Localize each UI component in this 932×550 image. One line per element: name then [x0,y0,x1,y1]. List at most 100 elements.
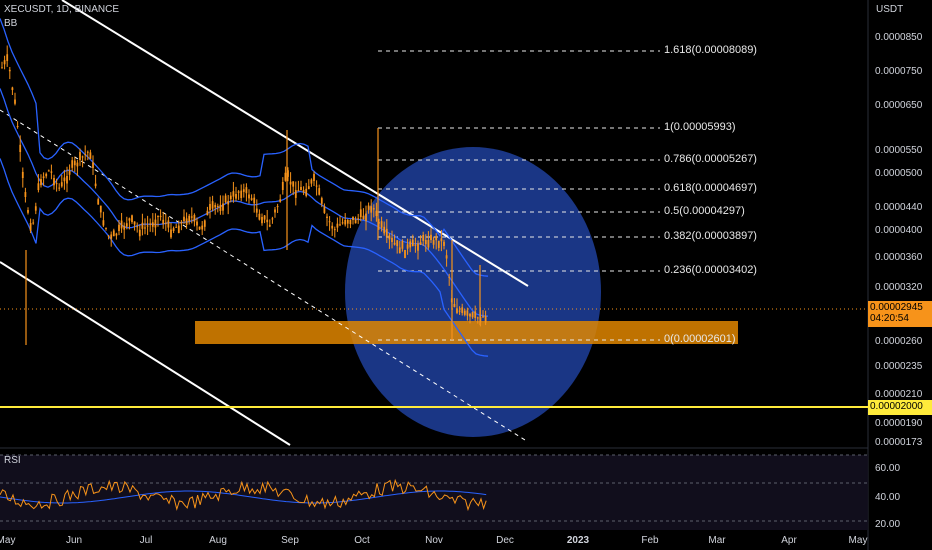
candle-body [463,310,466,315]
candle-body [66,176,68,184]
candle-body [214,204,217,208]
time-tick: Oct [354,535,370,546]
candle-body [318,188,321,195]
candle-body [333,229,336,231]
price-tick: 0.0000500 [875,168,923,179]
candle-body [336,223,339,228]
price-tick: 0.0000750 [875,66,923,77]
candle-body [97,199,100,205]
time-tick: Jun [65,535,83,546]
candle-body [89,152,92,159]
price-tick: 0.0000260 [875,336,923,347]
candle-body [385,228,388,237]
candle-body [393,242,396,245]
candle-body [154,219,157,228]
price-tick: 0.0000235 [875,361,923,372]
candle-body [19,144,22,152]
candle-body [253,197,256,204]
candle-body [391,237,393,242]
time-tick: Sep [281,535,299,546]
candle-body [289,181,292,185]
candle-body [258,213,261,220]
candle-body [294,190,297,198]
candle-body [248,194,250,199]
fib-label-05: 0.5(0.00004297) [664,205,745,217]
candle-body [185,218,188,225]
candle-body [131,215,133,222]
candle-body [42,176,45,179]
candle-body [274,209,276,213]
candle-body [292,181,295,187]
candle-body [232,191,235,197]
candle-body [144,227,146,229]
candle-body [300,186,302,190]
candle-body [437,240,440,248]
candle-body [170,229,172,238]
candle-body [123,225,126,230]
candle-body [86,151,89,153]
candle-body [1,67,3,69]
candle-body [372,208,375,210]
price-tick: 0.0000850 [875,32,923,43]
candle-body [414,244,417,246]
candle-body [203,220,206,227]
time-tick: Nov [425,535,443,546]
price-tick: 0.0000173 [875,437,923,448]
countdown-timer: 04:20:54 [870,313,909,324]
candle-body [240,190,243,198]
fib-label-0236: 0.236(0.00003402) [664,264,757,276]
candle-body [222,203,224,211]
candle-body [409,241,412,248]
candle-body [164,222,167,224]
candle-body [310,179,313,184]
rsi-indicator [0,478,487,512]
candle-body [375,210,378,216]
current-price-tag: 0.00002945 04:20:54 [868,301,932,327]
fib-label-0786: 0.786(0.00005267) [664,153,757,165]
candle-body [378,222,380,224]
candle-body [157,216,159,218]
candle-body [190,216,193,218]
candle-body [167,220,170,228]
price-tick: 0.0000360 [875,252,923,263]
candle-body [175,226,178,228]
candle-body [344,220,347,225]
candle-body [99,205,102,213]
candle-body [235,194,237,199]
indicator-label-bb[interactable]: BB [4,18,18,29]
candle-body [63,177,66,182]
candle-body [370,206,373,213]
candle-body [224,195,227,203]
fib-label-0382: 0.382(0.00003897) [664,230,757,242]
candle-body [461,307,464,313]
candle-body [110,234,113,239]
candle-body [352,216,354,220]
candle-body [50,171,53,173]
candle-body [196,221,198,226]
candle-body [11,87,14,91]
candle-body [359,209,362,218]
bb-basis [0,88,489,317]
candle-body [424,240,427,245]
indicator-label-rsi[interactable]: RSI [4,455,21,466]
symbol-title[interactable]: XECUSDT, 1D, BINANCE [4,4,120,15]
candle-body [159,215,162,217]
candle-body [112,230,115,237]
price-tick: 0.0000550 [875,145,923,156]
candle-body [284,172,287,181]
candle-body [354,219,357,224]
candlesticks [1,45,487,345]
rsi-line [0,478,487,512]
candle-body [367,205,370,210]
candle-body [482,316,484,318]
candle-body [141,222,144,229]
channel-lower-line [0,261,291,446]
candle-body [417,243,419,251]
candle-body [313,173,315,181]
candle-body [188,215,191,222]
candle-body [419,242,422,245]
candle-body [242,189,245,192]
candle-body [320,198,323,204]
candle-body [102,220,105,226]
